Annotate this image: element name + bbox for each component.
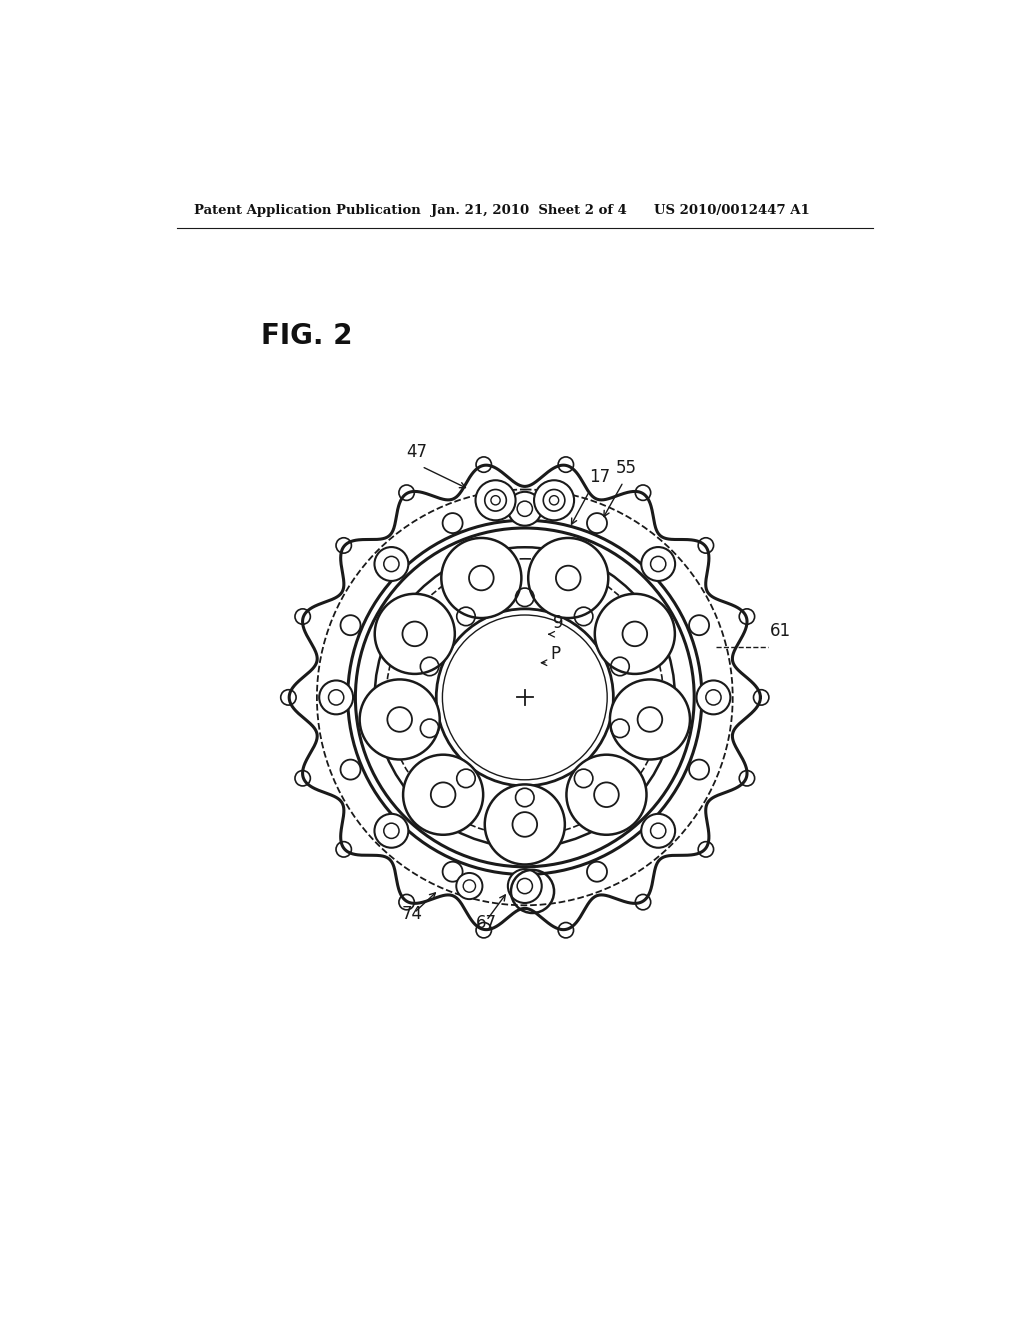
Circle shape [441,539,521,618]
Text: FIG. 2: FIG. 2 [261,322,353,350]
Text: Jan. 21, 2010  Sheet 2 of 4: Jan. 21, 2010 Sheet 2 of 4 [431,205,627,218]
Text: P: P [550,645,560,663]
Circle shape [484,784,565,865]
Text: 17: 17 [590,467,610,486]
Text: 67: 67 [475,915,497,932]
Circle shape [508,492,542,525]
Circle shape [528,539,608,618]
Text: 55: 55 [615,458,637,477]
Circle shape [359,680,439,759]
Circle shape [641,814,675,847]
Circle shape [641,546,675,581]
Circle shape [696,681,730,714]
Circle shape [457,873,482,899]
Circle shape [475,480,515,520]
Circle shape [375,814,409,847]
Circle shape [595,594,675,675]
Circle shape [375,594,455,675]
Text: Patent Application Publication: Patent Application Publication [194,205,421,218]
Text: 47: 47 [407,444,427,461]
Circle shape [508,869,542,903]
Circle shape [403,755,483,834]
Text: 9: 9 [553,614,563,632]
Circle shape [610,680,690,759]
Text: 74: 74 [401,906,423,923]
Circle shape [566,755,646,834]
Circle shape [319,681,353,714]
Text: US 2010/0012447 A1: US 2010/0012447 A1 [654,205,810,218]
Circle shape [375,546,409,581]
Circle shape [535,480,574,520]
Text: 61: 61 [770,622,791,640]
